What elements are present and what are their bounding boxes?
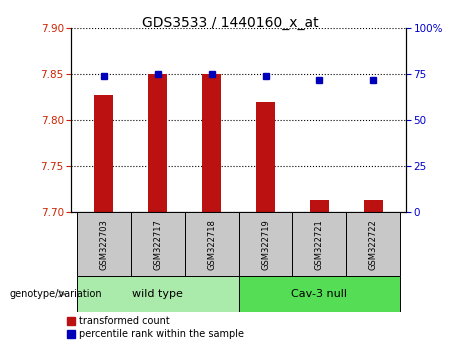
Bar: [148, 74, 167, 212]
Bar: [310, 200, 329, 212]
Bar: [256, 102, 275, 212]
Text: GSM322703: GSM322703: [99, 219, 108, 270]
Bar: [346, 212, 400, 276]
Bar: [202, 74, 221, 212]
Bar: [364, 200, 383, 212]
Text: GSM322721: GSM322721: [315, 219, 324, 270]
Text: Cav-3 null: Cav-3 null: [291, 289, 348, 299]
Text: GDS3533 / 1440160_x_at: GDS3533 / 1440160_x_at: [142, 16, 319, 30]
Bar: [239, 212, 292, 276]
Bar: [95, 95, 113, 212]
Text: wild type: wild type: [132, 289, 183, 299]
Bar: [131, 212, 185, 276]
Text: GSM322719: GSM322719: [261, 219, 270, 270]
Bar: [185, 212, 239, 276]
Text: GSM322717: GSM322717: [153, 219, 162, 270]
Text: genotype/variation: genotype/variation: [9, 289, 102, 299]
Bar: [77, 276, 239, 312]
Bar: [77, 212, 131, 276]
Text: GSM322722: GSM322722: [369, 219, 378, 270]
Bar: [239, 276, 400, 312]
Bar: [292, 212, 346, 276]
Text: GSM322718: GSM322718: [207, 219, 216, 270]
Legend: transformed count, percentile rank within the sample: transformed count, percentile rank withi…: [67, 316, 244, 339]
